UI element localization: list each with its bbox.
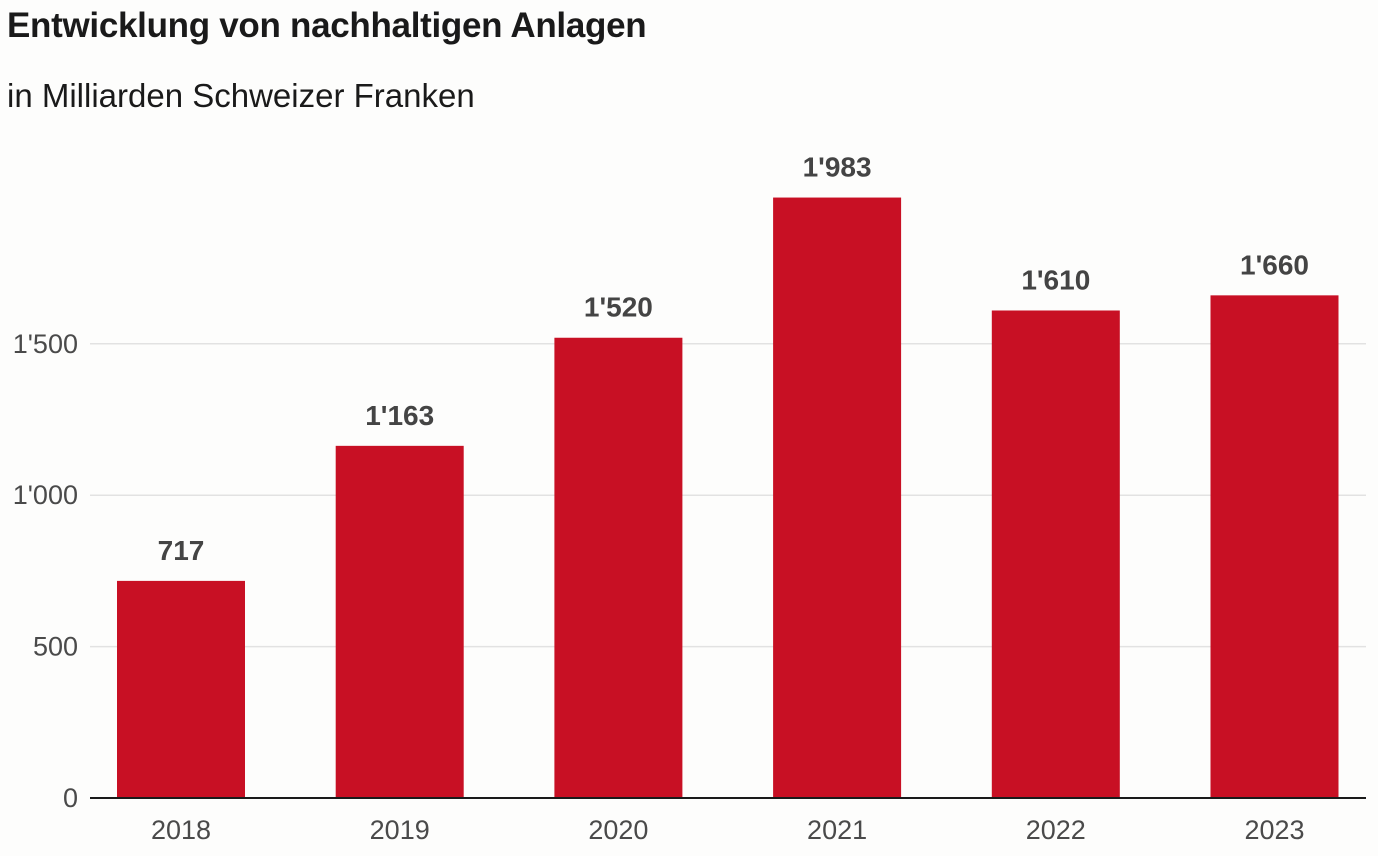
value-label: 1'983 [803,152,872,183]
value-label: 1'610 [1021,264,1090,295]
bar-2019 [335,445,464,798]
bar-2022 [991,310,1120,798]
x-tick-label: 2019 [370,815,430,845]
y-axis-ticks: 0 500 1'000 1'500 [13,329,78,813]
chart-subtitle: in Milliarden Schweizer Franken [7,77,475,114]
x-tick-label: 2020 [588,815,648,845]
bars [117,197,1339,798]
value-label: 1'163 [365,400,434,431]
x-axis: 2018 2019 2020 2021 2022 2023 [90,797,1366,845]
value-label: 1'520 [584,292,653,323]
y-tick-label: 0 [63,783,78,813]
bar-2023 [1210,295,1339,798]
x-tick-label: 2021 [807,815,867,845]
bar-2018 [117,580,245,798]
value-label: 1'660 [1240,249,1309,280]
bar-2020 [554,337,683,798]
x-tick-label: 2018 [151,815,211,845]
y-tick-label: 1'000 [13,480,78,510]
bar-2021 [773,197,902,798]
y-tick-label: 1'500 [13,329,78,359]
x-tick-label: 2023 [1244,815,1304,845]
value-label: 717 [158,535,205,566]
y-tick-label: 500 [33,632,78,662]
x-tick-label: 2022 [1026,815,1086,845]
grid-lines [90,343,1366,648]
value-labels: 717 1'163 1'520 1'983 1'610 1'660 [158,152,1309,566]
chart-title: Entwicklung von nachhaltigen Anlagen [7,6,647,45]
